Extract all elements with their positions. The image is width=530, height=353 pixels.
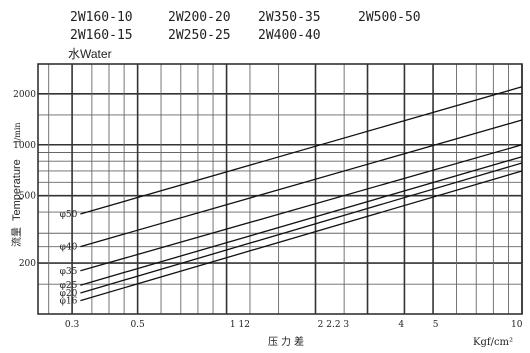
x-tick-label: 0.5	[130, 320, 145, 330]
y-axis-label: 流量 Temperature l/min	[10, 122, 23, 247]
series-label--16: φ16	[60, 297, 78, 307]
x-tick-label: 0.3	[65, 320, 80, 330]
plot-frame	[37, 63, 523, 315]
series-lines	[80, 86, 523, 302]
y-tick-label: 500	[19, 192, 36, 202]
x-tick-label: 5	[433, 320, 439, 330]
model-2w500-50: 2W500-50	[358, 10, 421, 25]
model-2w160-15: 2W160-15	[70, 28, 133, 43]
series-line--25	[80, 156, 523, 286]
model-list: 2W160-10 2W200-20 2W350-35 2W500-50 2W16…	[70, 10, 421, 43]
series-line--40	[80, 119, 523, 248]
y-tick-label: 200	[19, 259, 36, 269]
series-label--40: φ40	[60, 243, 78, 253]
x-tick-labels: 0.3 0.5 1 12 2 2.2 3 4 5 10	[65, 320, 523, 330]
y-label-cn: 流量	[10, 227, 23, 247]
model-2w200-20: 2W200-20	[168, 10, 231, 25]
x-tick-label: 10	[511, 320, 523, 330]
series-label--50: φ50	[60, 210, 78, 220]
y-unit: l/min	[13, 122, 22, 143]
series-label--35: φ35	[60, 267, 78, 277]
chart-title: 水Water	[68, 47, 112, 61]
y-label-en: Temperature	[11, 159, 23, 221]
series-line--16	[80, 170, 523, 302]
model-2w400-40: 2W400-40	[258, 28, 321, 43]
x-tick-label: 4	[398, 320, 404, 330]
x-tick-label: 2 2.2 3	[318, 320, 350, 330]
model-2w350-35: 2W350-35	[258, 10, 321, 25]
x-label-cn: 压力差	[268, 335, 307, 348]
series-line--20	[80, 162, 523, 294]
x-tick-label: 1 12	[230, 320, 250, 330]
y-tick-labels: 2000 1000 500 200	[13, 90, 36, 269]
series-line--35	[80, 144, 523, 272]
model-2w160-10: 2W160-10	[70, 10, 133, 25]
series-line--50	[80, 86, 523, 215]
grid	[37, 63, 523, 315]
model-2w250-25: 2W250-25	[168, 28, 231, 43]
x-unit: Kgf/cm²	[473, 337, 513, 348]
series-label--20: φ20	[60, 289, 78, 299]
y-tick-label: 1000	[13, 141, 36, 151]
y-tick-label: 2000	[13, 90, 36, 100]
series-label--25: φ25	[60, 281, 78, 291]
